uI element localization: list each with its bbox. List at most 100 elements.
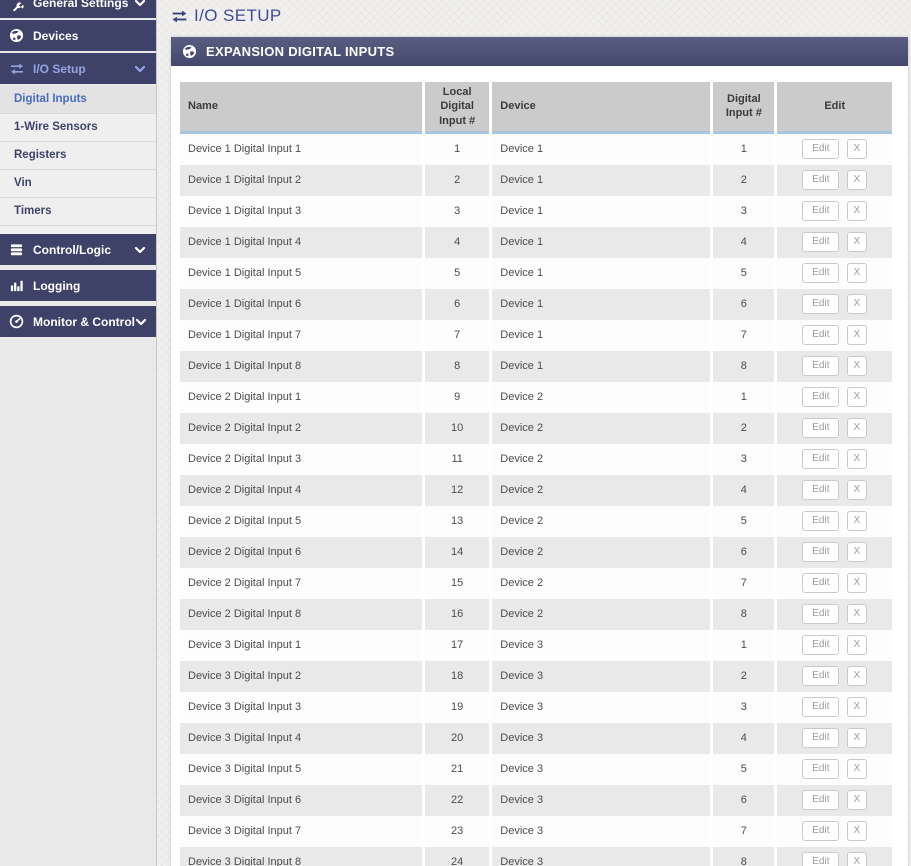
delete-button[interactable]: X xyxy=(846,511,868,532)
cell-edit: Edit X xyxy=(777,257,892,289)
edit-button[interactable]: Edit xyxy=(802,263,840,284)
table-row: Device 1 Digital Input 3 3 Device 1 3 Ed… xyxy=(180,195,892,227)
edit-button[interactable]: Edit xyxy=(802,790,840,811)
cell-edit: Edit X xyxy=(777,443,892,475)
sidebar-item-io-setup[interactable]: I/O Setup xyxy=(0,53,156,84)
cell-device: Device 3 xyxy=(492,753,711,785)
cell-device: Device 1 xyxy=(492,164,711,196)
cell-device: Device 1 xyxy=(492,133,711,165)
delete-button[interactable]: X xyxy=(846,449,868,470)
delete-button[interactable]: X xyxy=(846,139,868,160)
cell-device: Device 3 xyxy=(492,846,711,866)
cell-digital-input: 2 xyxy=(713,660,775,692)
sidebar-item-logging[interactable]: Logging xyxy=(0,270,156,301)
cell-edit: Edit X xyxy=(777,133,892,165)
edit-button[interactable]: Edit xyxy=(802,542,840,563)
delete-button[interactable]: X xyxy=(846,821,868,842)
sidebar-item-vin[interactable]: Vin xyxy=(0,170,156,198)
sidebar-item-monitor-control[interactable]: Monitor & Control xyxy=(0,306,156,337)
delete-button[interactable]: X xyxy=(846,790,868,811)
cell-device: Device 1 xyxy=(492,319,711,351)
cell-local-digital-input: 15 xyxy=(425,567,490,599)
cell-edit: Edit X xyxy=(777,753,892,785)
table-row: Device 1 Digital Input 1 1 Device 1 1 Ed… xyxy=(180,133,892,165)
edit-button[interactable]: Edit xyxy=(802,480,840,501)
cell-name: Device 3 Digital Input 7 xyxy=(180,815,423,847)
globe-icon xyxy=(182,44,197,59)
edit-button[interactable]: Edit xyxy=(802,697,840,718)
edit-button[interactable]: Edit xyxy=(802,759,840,780)
cell-name: Device 3 Digital Input 8 xyxy=(180,846,423,866)
delete-button[interactable]: X xyxy=(846,263,868,284)
edit-button[interactable]: Edit xyxy=(802,666,840,687)
edit-button[interactable]: Edit xyxy=(802,294,840,315)
cell-device: Device 2 xyxy=(492,567,711,599)
delete-button[interactable]: X xyxy=(846,542,868,563)
delete-button[interactable]: X xyxy=(846,759,868,780)
table-row: Device 1 Digital Input 5 5 Device 1 5 Ed… xyxy=(180,257,892,289)
edit-button[interactable]: Edit xyxy=(802,387,840,408)
cell-name: Device 1 Digital Input 4 xyxy=(180,226,423,258)
cell-digital-input: 7 xyxy=(713,815,775,847)
sidebar-item-digital-inputs[interactable]: Digital Inputs xyxy=(0,86,156,114)
delete-button[interactable]: X xyxy=(846,356,868,377)
table-row: Device 1 Digital Input 4 4 Device 1 4 Ed… xyxy=(180,226,892,258)
delete-button[interactable]: X xyxy=(846,232,868,253)
cell-device: Device 3 xyxy=(492,691,711,723)
delete-button[interactable]: X xyxy=(846,666,868,687)
cell-digital-input: 7 xyxy=(713,567,775,599)
edit-button[interactable]: Edit xyxy=(802,573,840,594)
edit-button[interactable]: Edit xyxy=(802,418,840,439)
table-row: Device 3 Digital Input 8 24 Device 3 8 E… xyxy=(180,846,892,866)
delete-button[interactable]: X xyxy=(846,387,868,408)
delete-button[interactable]: X xyxy=(846,201,868,222)
cell-local-digital-input: 7 xyxy=(425,319,490,351)
edit-button[interactable]: Edit xyxy=(802,728,840,749)
cell-digital-input: 4 xyxy=(713,722,775,754)
edit-button[interactable]: Edit xyxy=(802,232,840,253)
cell-device: Device 2 xyxy=(492,536,711,568)
delete-button[interactable]: X xyxy=(846,325,868,346)
table-row: Device 2 Digital Input 8 16 Device 2 8 E… xyxy=(180,598,892,630)
cell-digital-input: 8 xyxy=(713,350,775,382)
cell-device: Device 3 xyxy=(492,722,711,754)
delete-button[interactable]: X xyxy=(846,697,868,718)
edit-button[interactable]: Edit xyxy=(802,449,840,470)
cell-local-digital-input: 3 xyxy=(425,195,490,227)
sidebar-item-general-settings[interactable]: General Settings xyxy=(0,0,156,18)
delete-button[interactable]: X xyxy=(846,604,868,625)
edit-button[interactable]: Edit xyxy=(802,170,840,191)
cell-device: Device 1 xyxy=(492,195,711,227)
delete-button[interactable]: X xyxy=(846,573,868,594)
cell-local-digital-input: 4 xyxy=(425,226,490,258)
cell-edit: Edit X xyxy=(777,691,892,723)
delete-button[interactable]: X xyxy=(846,852,868,866)
edit-button[interactable]: Edit xyxy=(802,201,840,222)
delete-button[interactable]: X xyxy=(846,480,868,501)
edit-button[interactable]: Edit xyxy=(802,604,840,625)
sidebar-item-registers[interactable]: Registers xyxy=(0,142,156,170)
delete-button[interactable]: X xyxy=(846,635,868,656)
sidebar-item-1-wire-sensors[interactable]: 1-Wire Sensors xyxy=(0,114,156,142)
delete-button[interactable]: X xyxy=(846,418,868,439)
sidebar-item-devices[interactable]: Devices xyxy=(0,20,156,51)
cell-device: Device 2 xyxy=(492,505,711,537)
edit-button[interactable]: Edit xyxy=(802,139,840,160)
wrench-icon xyxy=(9,0,25,11)
sidebar-item-control-logic[interactable]: Control/Logic xyxy=(0,234,156,265)
cell-name: Device 3 Digital Input 1 xyxy=(180,629,423,661)
edit-button[interactable]: Edit xyxy=(802,325,840,346)
sidebar-item-timers[interactable]: Timers xyxy=(0,198,156,226)
edit-button[interactable]: Edit xyxy=(802,511,840,532)
delete-button[interactable]: X xyxy=(846,170,868,191)
gauge-icon xyxy=(9,314,25,330)
delete-button[interactable]: X xyxy=(846,728,868,749)
delete-button[interactable]: X xyxy=(846,294,868,315)
edit-button[interactable]: Edit xyxy=(802,356,840,377)
edit-button[interactable]: Edit xyxy=(802,821,840,842)
column-header-name: Name xyxy=(180,82,423,134)
edit-button[interactable]: Edit xyxy=(802,635,840,656)
cell-name: Device 2 Digital Input 1 xyxy=(180,381,423,413)
edit-button[interactable]: Edit xyxy=(802,852,840,866)
